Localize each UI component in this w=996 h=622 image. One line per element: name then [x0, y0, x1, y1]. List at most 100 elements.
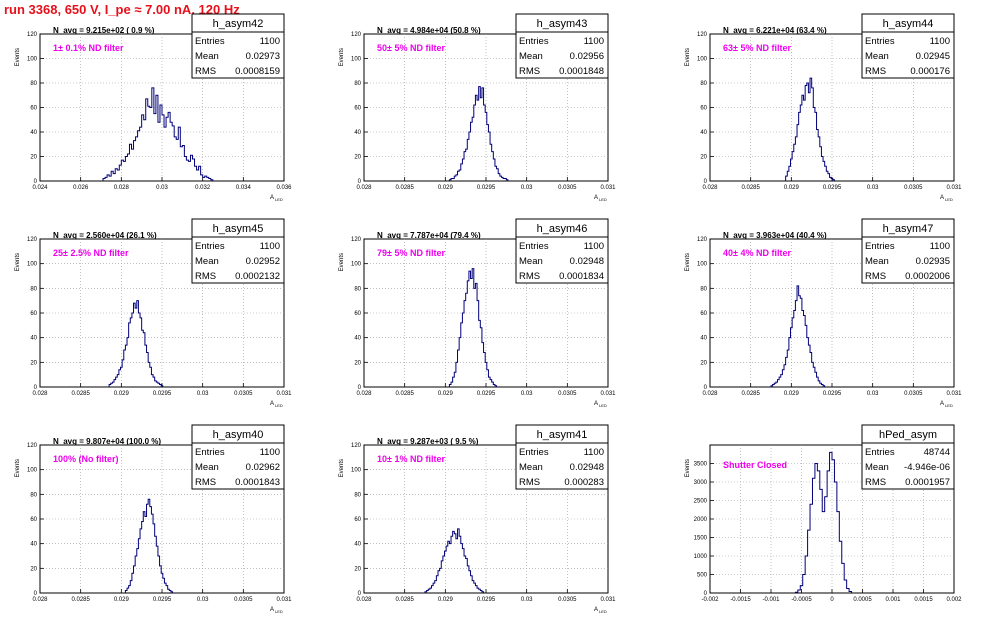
x-tick-label: 0.031	[276, 391, 292, 397]
stats-title: h_asym40	[213, 429, 264, 441]
filter-note: 63± 5% ND filter	[723, 43, 791, 53]
y-tick-label: 40	[354, 336, 361, 342]
y-tick-label: 120	[351, 32, 362, 38]
stats-value: 0.0001957	[905, 477, 950, 488]
y-tick-label: 80	[354, 286, 361, 292]
stats-value: 0.02935	[916, 256, 950, 267]
stats-label: Mean	[195, 51, 219, 62]
x-tick-label: 0.029	[438, 391, 454, 397]
y-axis-label: Events	[685, 253, 691, 271]
stats-value: 0.02962	[246, 462, 280, 473]
y-axis-label: Events	[15, 48, 21, 66]
x-tick-label: -0.0005	[791, 597, 812, 603]
x-tick-label: -0.002	[701, 597, 719, 603]
x-axis-label: ALED	[940, 195, 953, 202]
x-tick-label: 0.031	[946, 391, 962, 397]
stats-title: h_asym45	[213, 223, 264, 235]
y-tick-label: 60	[700, 106, 707, 112]
y-tick-label: 20	[30, 566, 37, 572]
navg-label: N_avg = 7.787e+04 (79.4 %)	[377, 231, 481, 240]
x-axis-label: ALED	[594, 195, 607, 202]
x-tick-label: 0.029	[114, 391, 130, 397]
histogram-panel-hPed_asym: -0.002 -0.0015 -0.001 -0.0005 0 0.0005 0.001 0.…	[685, 424, 962, 603]
y-tick-label: 80	[700, 81, 707, 87]
y-tick-label: 80	[30, 492, 37, 498]
y-tick-label: 3500	[694, 462, 708, 468]
x-tick-label: 0.029	[784, 391, 800, 397]
stats-box	[515, 31, 609, 79]
y-tick-label: 80	[30, 81, 37, 87]
filter-note: 1± 0.1% ND filter	[53, 43, 124, 53]
x-tick-label: 0.03	[521, 185, 533, 191]
stats-title: h_asym42	[213, 18, 264, 30]
x-tick-label: 0.029	[438, 185, 454, 191]
stats-title: h_asym43	[537, 18, 588, 30]
histogram-panel-h_asym41: 0.028 0.0285 0.029 0.0295 0.03 0.0305 0.031 0 20…	[339, 424, 616, 614]
histogram-panel-h_asym40: 0.028 0.0285 0.029 0.0295 0.03 0.0305 0.031 0 20…	[15, 424, 292, 614]
x-tick-label: 0.0015	[914, 597, 933, 603]
x-tick-label: 0.032	[195, 185, 211, 191]
histogram-line	[448, 268, 498, 387]
stats-label: RMS	[195, 271, 216, 282]
y-tick-label: 80	[700, 286, 707, 292]
y-tick-label: 0	[34, 179, 38, 185]
navg-label: N_avg = 6.221e+04 (63.4 %)	[723, 26, 827, 35]
stats-value: 0.02945	[916, 51, 950, 62]
x-tick-label: 0.028	[356, 185, 372, 191]
stats-title: h_asym46	[537, 223, 588, 235]
histogram-panel-h_asym45: 0.028 0.0285 0.029 0.0295 0.03 0.0305 0.031 0 20…	[15, 218, 292, 408]
y-tick-label: 100	[27, 468, 38, 474]
navg-label: N_avg = 3.963e+04 (40.4 %)	[723, 231, 827, 240]
x-tick-label: 0.034	[236, 185, 252, 191]
y-tick-label: 0	[358, 591, 362, 597]
stats-value: 0.0002006	[905, 271, 950, 282]
stats-value: 1100	[930, 36, 950, 47]
y-tick-label: 40	[354, 542, 361, 548]
y-tick-label: 100	[351, 468, 362, 474]
x-axis-label: ALED	[270, 607, 283, 614]
y-tick-label: 100	[27, 262, 38, 268]
x-tick-label: 0.001	[885, 597, 901, 603]
y-tick-label: 1500	[694, 536, 708, 542]
y-axis-label: Events	[339, 253, 345, 271]
y-tick-label: 0	[358, 179, 362, 185]
stats-value: 0.02948	[570, 462, 604, 473]
stats-value: -4.946e-06	[904, 462, 950, 473]
x-tick-label: 0.03	[197, 391, 209, 397]
y-tick-label: 20	[30, 360, 37, 366]
y-tick-label: 20	[30, 155, 37, 161]
x-tick-label: 0.028	[356, 597, 372, 603]
x-tick-label: 0.03	[521, 597, 533, 603]
x-tick-label: 0.028	[114, 185, 130, 191]
run-title: run 3368, 650 V, I_pe ≈ 7.00 nA, 120 Hz	[4, 2, 240, 17]
x-tick-label: 0.03	[867, 185, 879, 191]
filter-note: Shutter Closed	[723, 460, 787, 470]
stats-label: RMS	[195, 66, 216, 77]
y-tick-label: 40	[700, 336, 707, 342]
stats-label: Entries	[865, 241, 895, 252]
stats-value: 0.0008159	[235, 66, 280, 77]
stats-label: Mean	[519, 462, 543, 473]
stats-label: Entries	[865, 36, 895, 47]
x-axis-label: ALED	[270, 401, 283, 408]
y-tick-label: 20	[354, 360, 361, 366]
x-tick-label: 0.0285	[395, 185, 414, 191]
navg-label: N_avg = 9.215e+02 ( 0.9 %)	[53, 26, 155, 35]
x-tick-label: 0.03	[867, 391, 879, 397]
y-tick-label: 40	[30, 336, 37, 342]
filter-note: 79± 5% ND filter	[377, 248, 445, 258]
x-tick-label: 0.031	[600, 391, 616, 397]
histogram-line	[424, 528, 485, 593]
stats-label: Mean	[519, 256, 543, 267]
stats-box	[515, 236, 609, 284]
stats-label: Mean	[195, 256, 219, 267]
x-tick-label: -0.0015	[730, 597, 751, 603]
y-tick-label: 60	[30, 106, 37, 112]
x-tick-label: 0.002	[946, 597, 962, 603]
histogram-line	[102, 87, 214, 181]
stats-box	[515, 442, 609, 490]
y-tick-label: 1000	[694, 554, 708, 560]
x-tick-label: 0.0305	[558, 185, 577, 191]
stats-value: 0.02973	[246, 51, 280, 62]
